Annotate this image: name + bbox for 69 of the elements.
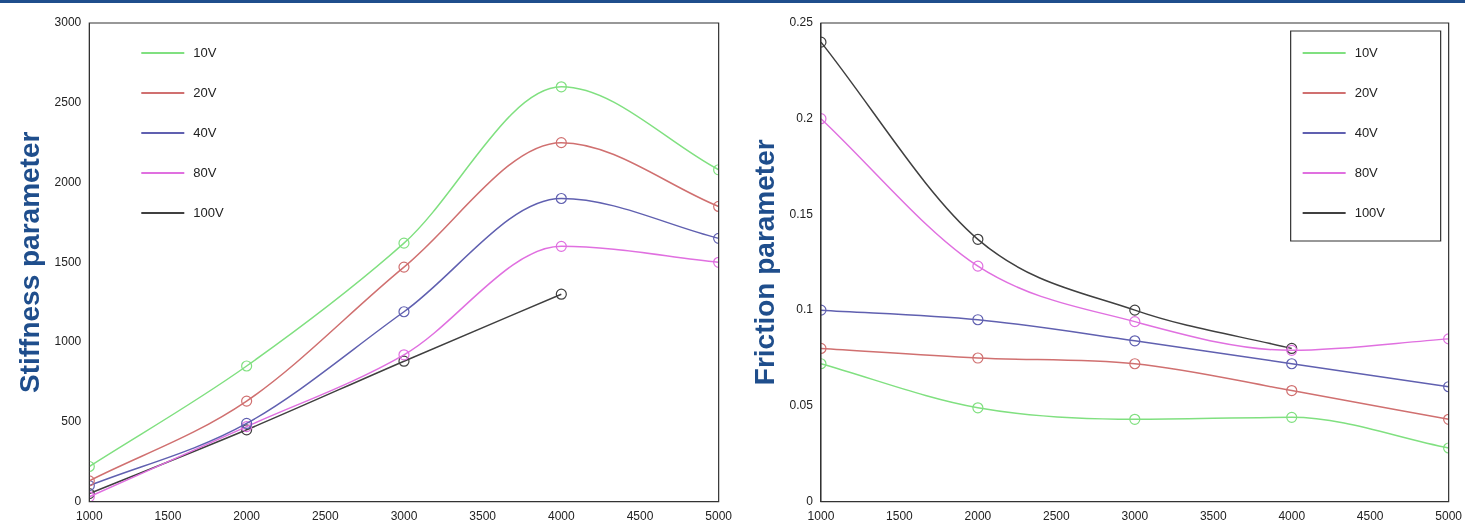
legend-label: 10V — [193, 44, 217, 60]
x-tick-label: 1500 — [886, 509, 914, 524]
y-tick-label: 1000 — [54, 334, 82, 349]
legend-label: 20V — [193, 84, 217, 100]
point — [241, 360, 253, 372]
point — [972, 260, 984, 272]
point — [398, 355, 410, 367]
point — [555, 137, 567, 149]
x-tick-label: 1000 — [75, 509, 103, 524]
legend-label: 10V — [1354, 44, 1379, 60]
x-tick-label: 3000 — [390, 509, 418, 524]
x-tick-label: 2000 — [233, 509, 261, 524]
legend-label: 80V — [193, 164, 217, 180]
point — [1286, 384, 1298, 397]
x-tick-label: 3500 — [1199, 509, 1227, 524]
x-tick-label: 5000 — [705, 509, 733, 524]
y-tick-label: 500 — [61, 414, 82, 429]
legend-label: 100V — [1354, 204, 1386, 220]
y-tick-label: 0 — [74, 493, 82, 508]
y-tick-label: 0.25 — [789, 15, 814, 30]
legend-label: 20V — [1354, 84, 1379, 100]
point — [398, 261, 410, 273]
y-tick-label: 1500 — [54, 254, 82, 269]
point — [555, 192, 567, 205]
point — [1286, 358, 1298, 370]
x-tick-label: 4500 — [1356, 509, 1384, 524]
point — [398, 349, 410, 361]
y-tick-label: 2000 — [54, 174, 82, 189]
point — [398, 306, 410, 318]
point — [241, 417, 253, 430]
legend-label: 100V — [193, 204, 224, 220]
point — [1129, 304, 1141, 316]
y-tick-label: 0 — [806, 493, 814, 508]
y-axis-title: Stiffness parameter — [13, 131, 45, 394]
point — [972, 233, 984, 245]
x-tick-label: 3000 — [1121, 509, 1149, 524]
point — [555, 288, 567, 300]
x-tick-label: 4500 — [626, 509, 654, 524]
legend-label: 40V — [1354, 124, 1379, 140]
y-tick-label: 2500 — [54, 95, 82, 110]
x-tick-label: 4000 — [1278, 509, 1306, 524]
point — [1129, 316, 1141, 328]
x-tick-label: 2500 — [1042, 509, 1071, 524]
legend-label: 80V — [1354, 164, 1379, 180]
y-axis-title: Friction parameter — [748, 139, 780, 386]
point — [555, 81, 567, 93]
x-tick-label: 4000 — [547, 509, 575, 524]
y-tick-label: 0.2 — [796, 111, 814, 126]
point — [972, 352, 984, 364]
legend-label: 40V — [193, 124, 217, 140]
x-tick-label: 2000 — [964, 509, 992, 524]
point — [972, 314, 984, 326]
point — [398, 237, 410, 249]
point — [1286, 411, 1298, 423]
y-tick-label: 0.1 — [796, 302, 814, 317]
point — [555, 240, 567, 252]
point — [1129, 335, 1141, 347]
x-tick-label: 1500 — [154, 509, 182, 524]
point — [1129, 413, 1141, 425]
y-tick-label: 0.15 — [789, 206, 814, 221]
point — [972, 402, 984, 414]
y-tick-label: 0.05 — [789, 398, 814, 413]
x-tick-label: 1000 — [807, 509, 835, 524]
x-tick-label: 5000 — [1435, 509, 1463, 524]
point — [241, 395, 253, 407]
x-tick-label: 3500 — [469, 509, 497, 524]
point — [1129, 358, 1141, 370]
x-tick-label: 2500 — [311, 509, 339, 524]
y-tick-label: 3000 — [54, 15, 82, 30]
